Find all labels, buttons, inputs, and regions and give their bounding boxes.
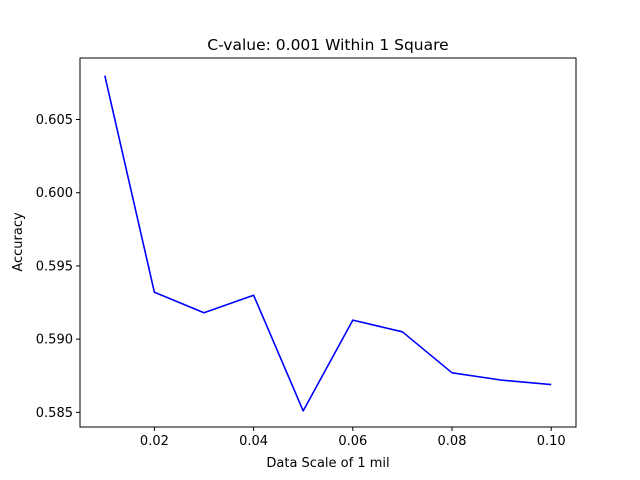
x-tick-label: 0.06 <box>338 434 367 449</box>
data-point <box>203 312 205 314</box>
x-tick-label: 0.02 <box>140 434 169 449</box>
data-point <box>402 331 404 333</box>
data-point <box>253 294 255 296</box>
data-point <box>451 372 453 374</box>
data-point <box>104 75 106 77</box>
y-tick-label: 0.590 <box>36 333 73 348</box>
x-tick-label: 0.04 <box>239 434 268 449</box>
x-axis: 0.02 0.04 0.06 0.08 0.10 <box>140 427 566 449</box>
x-tick-label: 0.08 <box>438 434 467 449</box>
data-point <box>501 379 503 381</box>
x-tick-label: 0.10 <box>537 434 566 449</box>
series-layer <box>104 75 552 412</box>
y-axis: 0.585 0.590 0.595 0.600 0.605 <box>36 113 80 421</box>
chart-title: C-value: 0.001 Within 1 Square <box>207 36 448 54</box>
data-point <box>302 410 304 412</box>
data-point <box>550 384 552 386</box>
plot-area-frame <box>79 57 577 428</box>
y-tick-label: 0.595 <box>36 259 73 274</box>
y-tick-label: 0.585 <box>36 406 73 421</box>
data-point <box>154 291 156 293</box>
x-axis-label: Data Scale of 1 mil <box>266 456 389 471</box>
y-tick-label: 0.600 <box>36 186 73 201</box>
y-axis-label: Accuracy <box>11 212 26 272</box>
data-point <box>352 319 354 321</box>
y-tick-label: 0.605 <box>36 113 73 128</box>
series-line <box>104 75 552 412</box>
